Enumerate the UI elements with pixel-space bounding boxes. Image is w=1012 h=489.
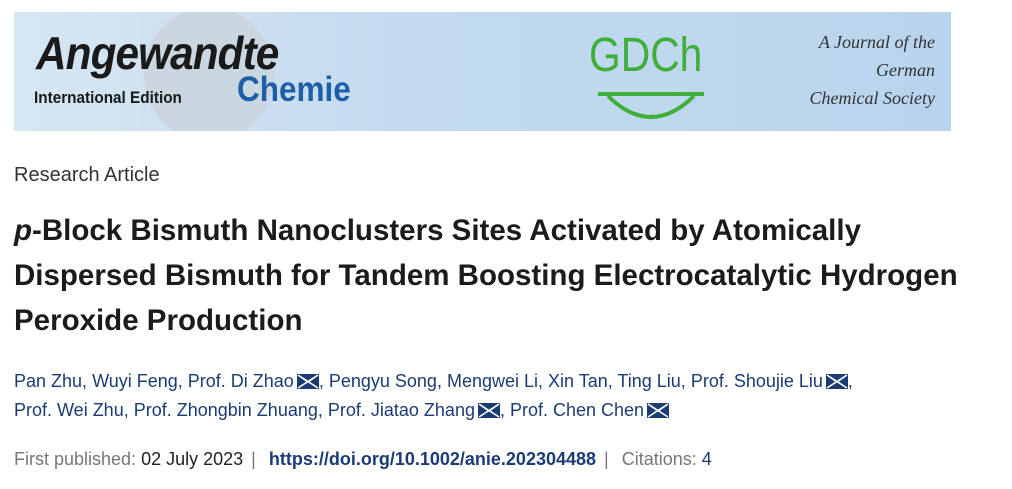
title-italic-prefix: p <box>14 214 33 247</box>
author-link[interactable]: Prof. Di Zhao <box>187 371 294 391</box>
author-link[interactable]: Xin Tan <box>548 371 608 391</box>
tagline-line: A Journal of the <box>818 32 935 52</box>
banner-circle-decoration <box>144 12 274 131</box>
published-date: 02 July 2023 <box>141 449 244 469</box>
author-link[interactable]: Mengwei Li <box>446 371 538 391</box>
divider: | <box>604 449 609 469</box>
gdch-bowl-icon <box>598 92 704 119</box>
publication-meta: First published: 02 July 2023 | https://d… <box>14 449 712 470</box>
gdch-logo: GDCh <box>589 29 703 82</box>
author-link[interactable]: Prof. Zhongbin Zhuang <box>133 400 318 420</box>
journal-logo-angewandte: Angewandte <box>36 27 279 79</box>
journal-banner[interactable]: Angewandte International Edition Chemie … <box>14 12 951 131</box>
published-label: First published: <box>14 449 137 469</box>
citations-count[interactable]: 4 <box>701 449 712 469</box>
article-title: p-Block Bismuth Nanoclusters Sites Activ… <box>14 208 1004 343</box>
author-link[interactable]: Ting Liu <box>617 371 681 391</box>
author-link[interactable]: Prof. Shoujie Liu <box>690 371 823 391</box>
author-link[interactable]: Prof. Chen Chen <box>509 400 645 420</box>
tagline-line: Chemical Society <box>809 88 935 108</box>
email-icon[interactable] <box>647 403 670 418</box>
email-icon[interactable] <box>296 374 319 389</box>
citations-label: Citations: <box>621 449 697 469</box>
author-list: Pan Zhu, Wuyi Feng, Prof. Di Zhao, Pengy… <box>14 371 853 420</box>
journal-logo-edition: International Edition <box>34 88 182 107</box>
author-link[interactable]: Pengyu Song <box>328 371 437 391</box>
journal-logo-chemie: Chemie <box>237 70 351 109</box>
divider: | <box>251 449 256 469</box>
article-type: Research Article <box>14 164 160 186</box>
author-link[interactable]: Pan Zhu <box>14 371 83 391</box>
title-text: -Block Bismuth Nanoclusters Sites Activa… <box>14 214 958 337</box>
doi-link[interactable]: https://doi.org/10.1002/anie.202304488 <box>268 449 597 469</box>
email-icon[interactable] <box>825 374 848 389</box>
author-link[interactable]: Wuyi Feng <box>92 371 178 391</box>
author-link[interactable]: Prof. Jiatao Zhang <box>327 400 475 420</box>
email-icon[interactable] <box>477 403 500 418</box>
author-link[interactable]: Prof. Wei Zhu <box>14 400 124 420</box>
tagline-line: German <box>876 60 935 80</box>
society-tagline: A Journal of the German Chemical Society <box>810 28 935 112</box>
